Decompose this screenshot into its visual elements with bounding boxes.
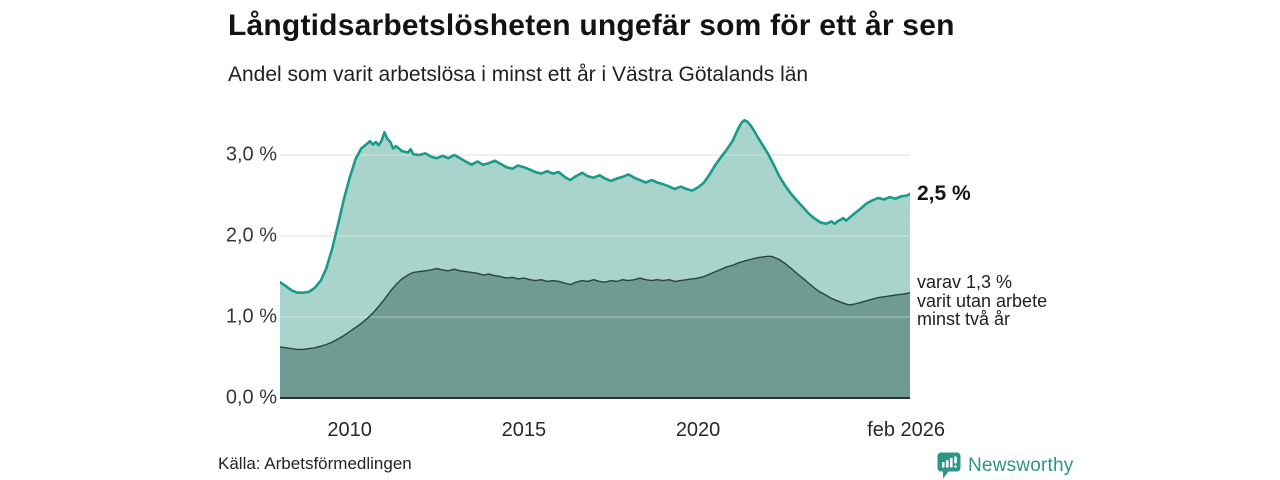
- x-axis-tick-label: 2010: [327, 419, 372, 441]
- newsworthy-brand: Newsworthy: [937, 452, 1073, 479]
- total-series-value-label: 2,5 %: [917, 182, 971, 205]
- subset-series-line: [280, 255, 910, 351]
- subset-series-annotation: varav 1,3 % varit utan arbete minst två …: [917, 272, 1048, 329]
- x-axis-tick-label: 2020: [675, 419, 721, 441]
- y-axis-tick-label: 2,0 %: [225, 224, 277, 247]
- total-series-line: [280, 118, 910, 294]
- y-axis-tick-label: 0,0 %: [225, 386, 277, 409]
- newsworthy-brand-text: Newsworthy: [968, 455, 1074, 476]
- chart-title: Långtidsarbetslösheten ungefär som för e…: [228, 9, 955, 42]
- subset-series-area: [280, 256, 910, 398]
- area-chart-plot: [280, 118, 910, 399]
- source-caption: Källa: Arbetsförmedlingen: [218, 454, 412, 473]
- chart-subtitle: Andel som varit arbetslösa i minst ett å…: [228, 63, 809, 86]
- x-axis-tick-label: 2015: [501, 419, 547, 441]
- x-axis-tick-label: feb 2026: [867, 419, 945, 441]
- newsworthy-logo-icon: [937, 452, 961, 479]
- y-axis-tick-label: 1,0 %: [225, 305, 277, 328]
- y-axis-tick-label: 3,0 %: [225, 143, 277, 166]
